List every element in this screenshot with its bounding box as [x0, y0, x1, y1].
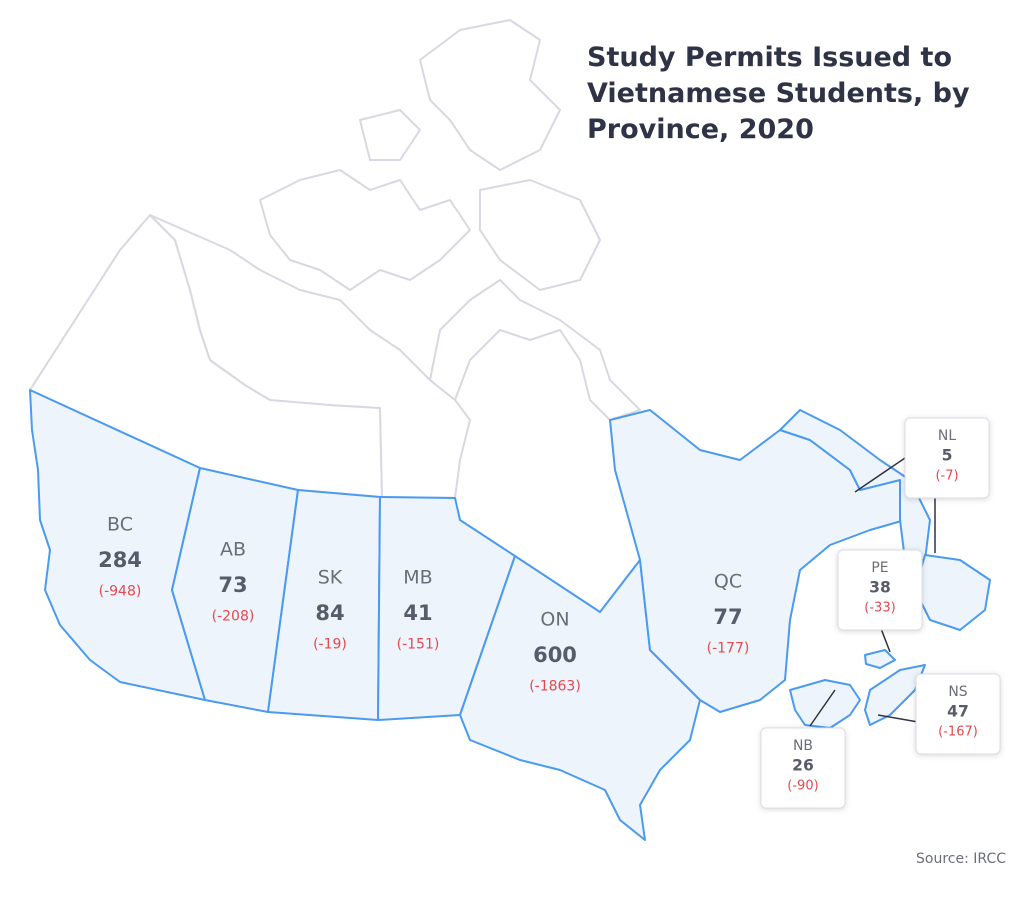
province-code: PE [871, 560, 888, 576]
change-label: (-1863) [529, 679, 581, 695]
permit-count: 73 [218, 573, 247, 597]
province-code: QC [714, 571, 742, 593]
permit-count: 600 [533, 643, 577, 667]
provinces [29, 389, 991, 841]
province-code: MB [403, 567, 432, 589]
callout-box [915, 673, 1001, 755]
change-label: (-177) [707, 641, 750, 657]
permit-count: 47 [947, 703, 969, 721]
territories [29, 19, 641, 499]
labels: BC 284 (-948) AB 73 (-208) SK 84 (-19) MB 41 (-151)… [98, 417, 1001, 809]
change-label: (-167) [938, 725, 978, 740]
callout-box [904, 417, 990, 499]
change-label: (-948) [99, 584, 142, 600]
province-code: BC [107, 514, 133, 536]
callout-box [837, 549, 923, 631]
permit-count: 5 [942, 447, 953, 465]
source: Source: IRCC [916, 851, 1006, 867]
permit-count: 26 [792, 757, 814, 775]
province-code: NS [948, 684, 967, 700]
province-code: ON [540, 609, 569, 631]
permit-count: 284 [98, 548, 142, 572]
province-code: SK [318, 567, 343, 589]
change-label: (-151) [397, 637, 440, 653]
change-label: (-33) [864, 601, 895, 616]
callout-box [760, 727, 846, 809]
province-code: NL [938, 428, 956, 444]
title: Study Permits Issued to Vietnamese Stude… [587, 42, 970, 145]
change-label: (-90) [787, 779, 818, 794]
permit-count: 84 [315, 601, 344, 625]
province-code: NB [793, 738, 813, 754]
permit-count: 77 [713, 605, 742, 629]
change-label: (-19) [313, 637, 347, 653]
province-code: AB [220, 539, 246, 561]
change-label: (-7) [935, 469, 958, 484]
change-label: (-208) [212, 609, 255, 625]
permit-count: 38 [869, 579, 891, 597]
permit-count: 41 [403, 601, 432, 625]
